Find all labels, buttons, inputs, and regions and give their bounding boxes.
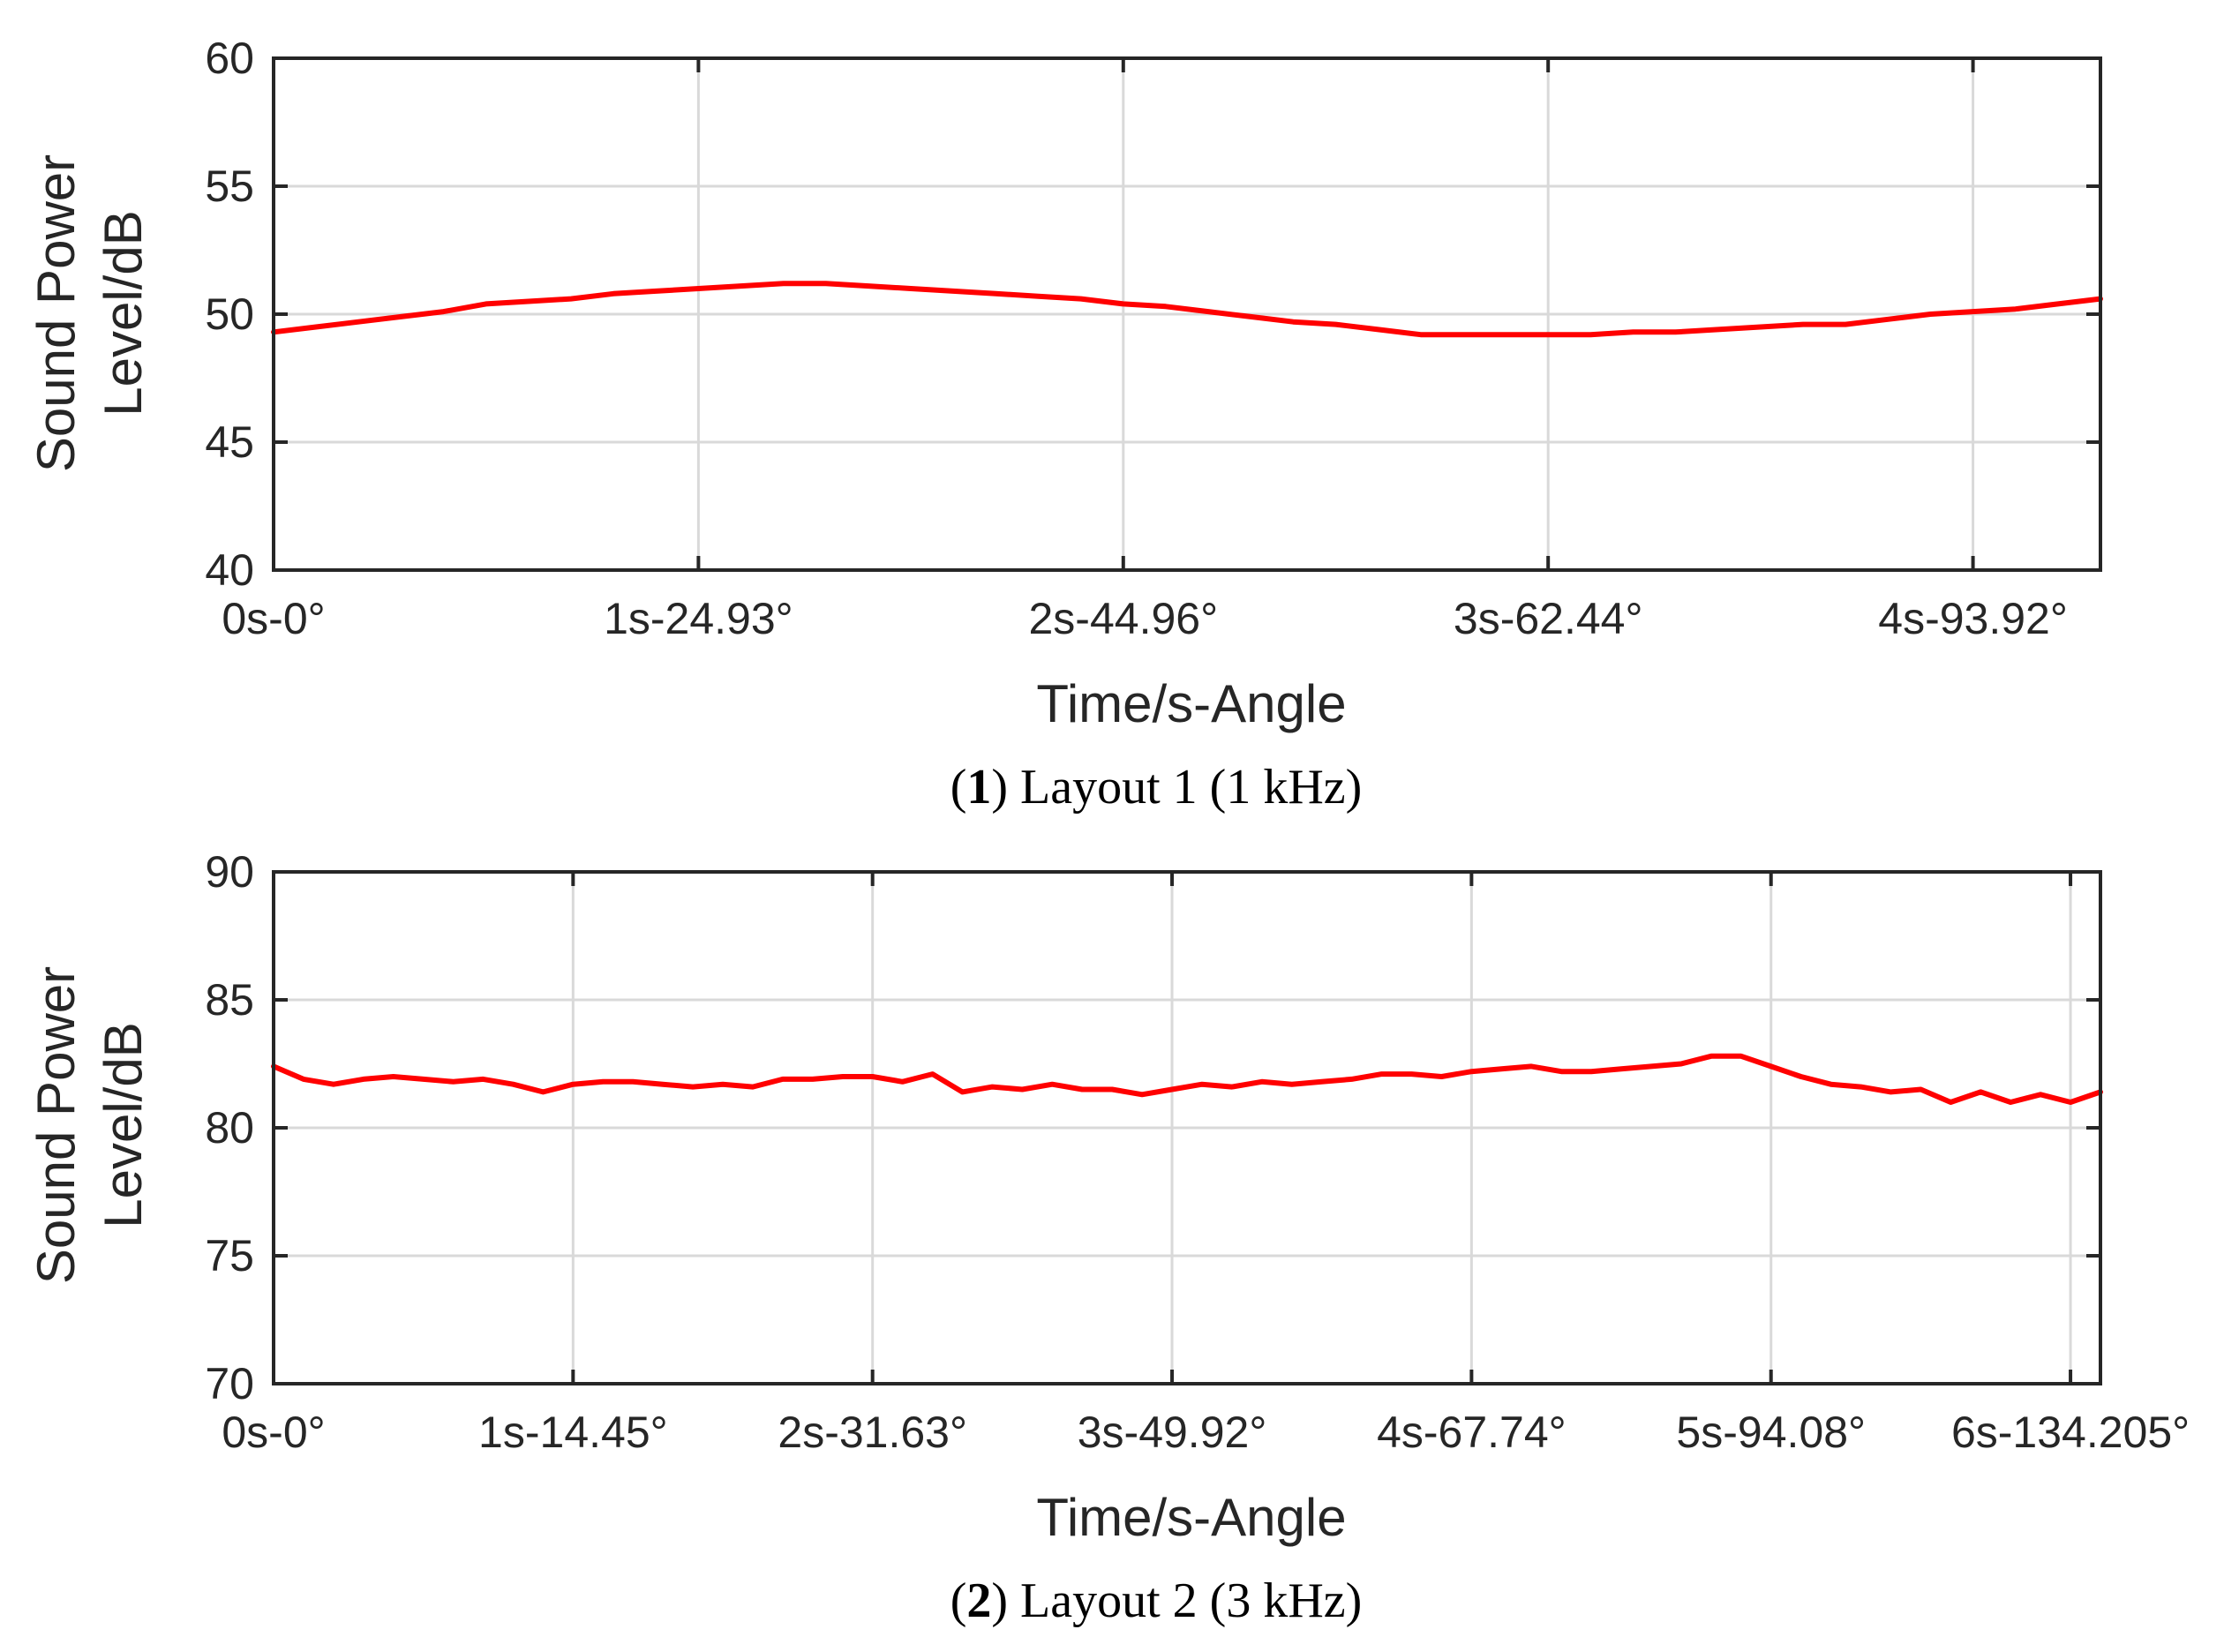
caption-open: (: [950, 760, 967, 815]
x-axis-label: Time/s-Angle: [1036, 1488, 1346, 1547]
x-tick-labels: 0s-0° 1s-24.93° 2s-44.96° 3s-62.44° 4s-93.92…: [222, 594, 2068, 643]
x-tick-label: 1s-24.93°: [604, 594, 793, 643]
x-tick-label: 4s-67.74°: [1377, 1408, 1567, 1457]
y-tick-label: 60: [205, 34, 254, 83]
y-tick-label: 85: [205, 975, 254, 1025]
x-tick-label: 0s-0°: [222, 1408, 325, 1457]
x-tick-label: 3s-49.92°: [1078, 1408, 1267, 1457]
series-layer: [271, 281, 2103, 338]
caption-close: ): [991, 760, 1008, 815]
y-axis-label-line1: Sound Power: [26, 154, 86, 472]
caption-number: 1: [966, 760, 991, 815]
x-tick-labels: 0s-0° 1s-14.45° 2s-31.63° 3s-49.92° 4s-67.74…: [222, 1408, 2190, 1457]
chart-panel-2: 70 75 80 85 90 0s-0° 1s-14.45° 2s-31.63° 3s-49.…: [26, 847, 2190, 1628]
y-tick-label: 75: [205, 1231, 254, 1280]
caption-number: 2: [966, 1573, 991, 1628]
x-tick-label: 3s-62.44°: [1454, 594, 1643, 643]
chart-panel-1: 40 45 50 55 60 0s-0° 1s-24.93° 2s-44.96° 3s-62.…: [26, 34, 2103, 815]
y-tick-label: 50: [205, 289, 254, 339]
y-tick-label: 70: [205, 1359, 254, 1408]
x-tick-label: 2s-44.96°: [1029, 594, 1219, 643]
y-tick-label: 90: [205, 847, 254, 897]
x-tick-label: 6s-134.205°: [1951, 1408, 2190, 1457]
caption-close: ): [991, 1573, 1008, 1628]
y-axis-label-line1: Sound Power: [26, 966, 86, 1284]
tick-marks: [272, 870, 2100, 1385]
y-axis-label-line2: Level/dB: [94, 210, 153, 417]
series-layer: [271, 1053, 2103, 1105]
caption-text: Layout 2 (3 kHz): [1020, 1573, 1362, 1628]
y-tick-labels: 40 45 50 55 60: [205, 34, 254, 595]
x-tick-label: 4s-93.92°: [1878, 594, 2068, 643]
y-tick-labels: 70 75 80 85 90: [205, 847, 254, 1408]
y-tick-label: 40: [205, 545, 254, 595]
caption: (1) Layout 1 (1 kHz): [950, 760, 1363, 815]
series-line: [271, 1053, 2103, 1105]
tick-marks: [272, 56, 2100, 572]
x-tick-label: 2s-31.63°: [778, 1408, 967, 1457]
caption-open: (: [950, 1573, 967, 1628]
x-tick-label: 1s-14.45°: [478, 1408, 668, 1457]
y-tick-label: 80: [205, 1103, 254, 1153]
y-axis-label-line2: Level/dB: [94, 1022, 153, 1228]
x-tick-label: 0s-0°: [222, 594, 325, 643]
y-tick-label: 45: [205, 417, 254, 467]
y-tick-label: 55: [205, 161, 254, 211]
caption-text: Layout 1 (1 kHz): [1020, 760, 1362, 815]
x-tick-label: 5s-94.08°: [1676, 1408, 1866, 1457]
series-line: [271, 281, 2103, 338]
grid-lines: [274, 872, 2100, 1384]
grid-lines: [274, 58, 2100, 570]
x-axis-label: Time/s-Angle: [1036, 674, 1346, 733]
caption: (2) Layout 2 (3 kHz): [950, 1573, 1363, 1628]
